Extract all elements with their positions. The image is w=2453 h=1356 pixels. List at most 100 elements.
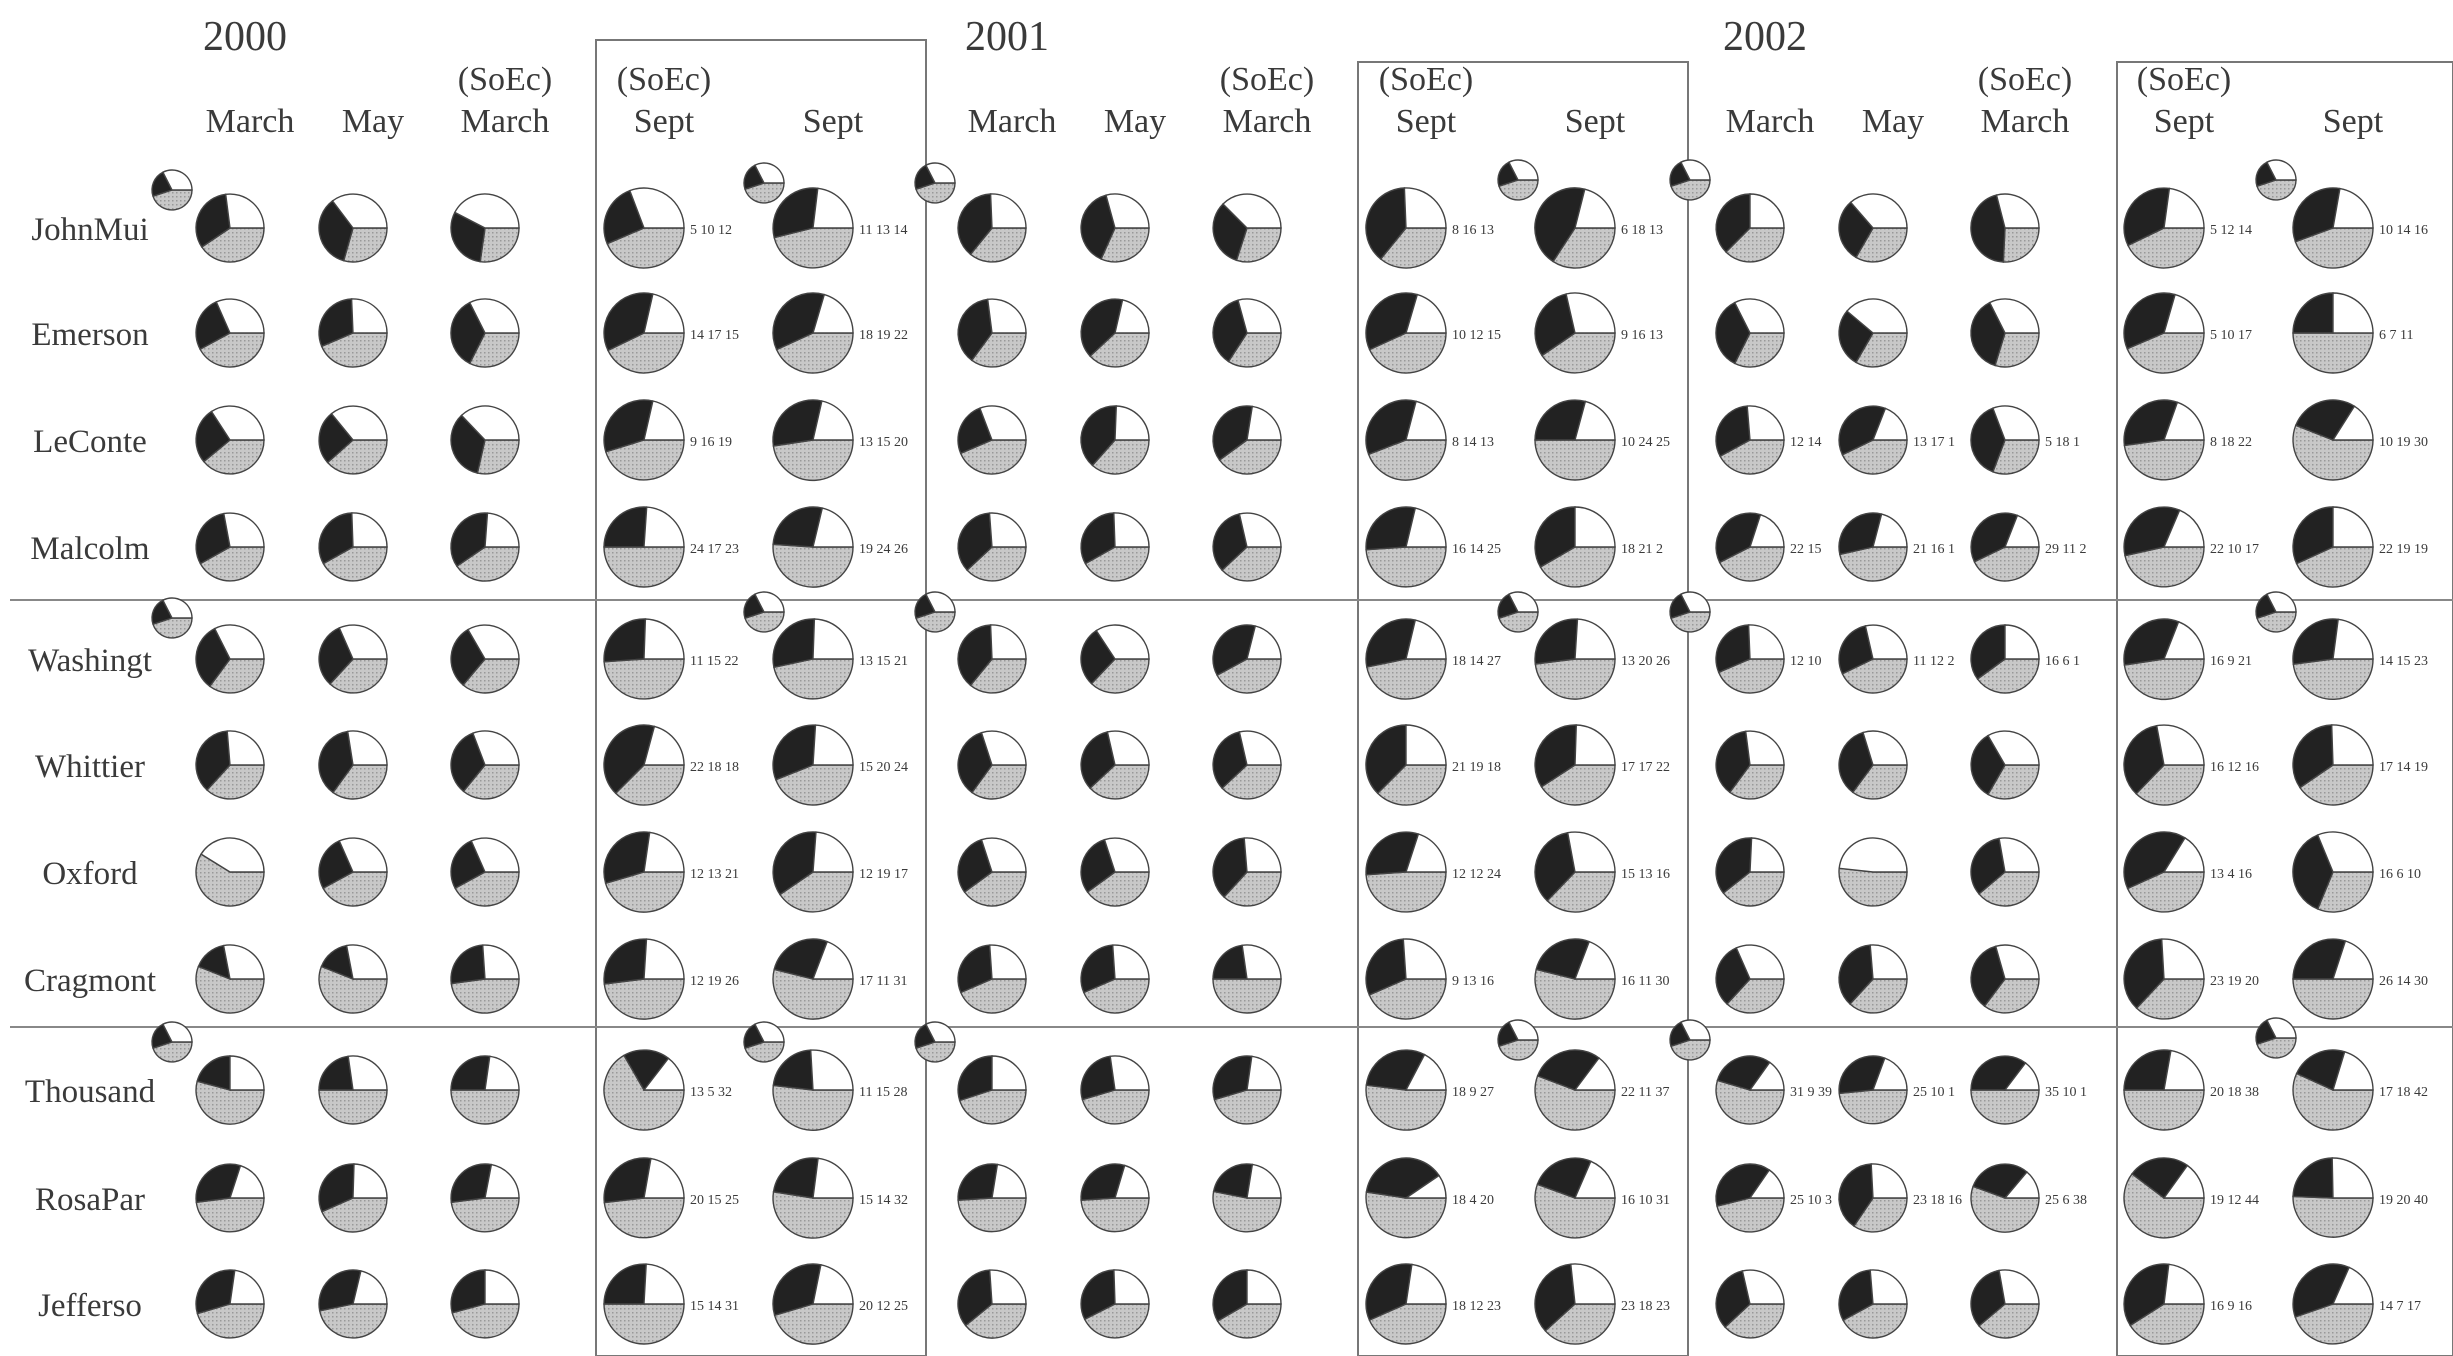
pie-0-0-3-dark bbox=[603, 189, 645, 245]
pie-2-0-4-dark bbox=[772, 399, 823, 447]
pie-8-1-1-white bbox=[1109, 1055, 1150, 1091]
col-label-1-3: Sept bbox=[1396, 103, 1457, 140]
sept-annotation-1-0-0: 14 17 15 bbox=[690, 328, 739, 343]
pie-10-1-1-white bbox=[1113, 1269, 1150, 1305]
row-label-rosapar: RosaPar bbox=[35, 1182, 145, 1218]
pie-3-0-0-white bbox=[222, 512, 265, 548]
pie-7-1-3-white bbox=[1402, 938, 1447, 980]
pie-9-0-4-white bbox=[812, 1157, 854, 1199]
legend-pie-2-white bbox=[924, 162, 956, 184]
pie-5-1-2-dark bbox=[1212, 731, 1248, 790]
sept-annotation-5-1-0: 21 19 18 bbox=[1452, 760, 1501, 775]
pie-1-2-0-white bbox=[1733, 298, 1785, 334]
pie-8-1-4-white bbox=[1573, 1057, 1616, 1091]
legend-pie-7-white bbox=[753, 591, 785, 613]
pie-7-1-4-gray bbox=[1534, 968, 1616, 1020]
sept-annotation-7-2-1: 26 14 30 bbox=[2379, 974, 2428, 989]
pie-3-2-0-dark bbox=[1715, 512, 1762, 564]
row-label-jefferso: Jefferso bbox=[38, 1288, 142, 1324]
pie-7-0-3-white bbox=[643, 938, 685, 980]
pie-7-0-2-dark bbox=[450, 944, 486, 985]
pie-8-1-3-white bbox=[1404, 1053, 1447, 1091]
pie-8-0-1-white bbox=[347, 1055, 388, 1091]
pie-6-0-0-white bbox=[200, 837, 265, 873]
pie-9-1-4-gray bbox=[1534, 1183, 1616, 1239]
pie-1-2-2-dark bbox=[1970, 301, 2006, 367]
pie-8-2-2-gray bbox=[1970, 1089, 2040, 1125]
pie-0-0-2-dark bbox=[450, 211, 486, 263]
pie-6-1-3-white bbox=[1405, 833, 1447, 873]
pie-6-0-4-gray bbox=[779, 871, 854, 913]
sept-annotation-8-2-1: 17 18 42 bbox=[2379, 1085, 2428, 1100]
year-label-2002: 2002 bbox=[1723, 14, 1807, 60]
pie-4-2-1-dark bbox=[1838, 625, 1874, 675]
pie-3-1-2-white bbox=[1238, 512, 1282, 548]
pie-7-1-0-gray bbox=[959, 978, 1027, 1014]
pie-0-1-0-dark bbox=[957, 193, 993, 256]
pie-8-1-1-dark bbox=[1080, 1055, 1116, 1101]
pie-9-2-2-gray bbox=[1970, 1185, 2040, 1233]
pie-10-0-0-gray bbox=[196, 1303, 265, 1339]
col-label-top-0-3: (SoEc) bbox=[617, 61, 711, 98]
pie-2-2-0-white bbox=[1746, 405, 1785, 441]
pie-3-0-4-white bbox=[812, 507, 854, 548]
pie-10-2-2-white bbox=[1998, 1269, 2040, 1305]
pie-6-2-0-dark bbox=[1715, 837, 1753, 894]
pie-1-1-0-gray bbox=[970, 332, 1027, 368]
sept-annotation-10-0-0: 15 14 31 bbox=[690, 1299, 739, 1314]
pie-8-1-3-gray bbox=[1365, 1084, 1447, 1131]
pie-1-2-0-gray bbox=[1733, 332, 1785, 368]
pie-2-1-2-white bbox=[1246, 405, 1282, 441]
col-label-2-4: Sept bbox=[2323, 103, 2384, 140]
col-label-0-3: Sept bbox=[634, 103, 695, 140]
pie-10-0-4-gray bbox=[773, 1303, 854, 1345]
pie-7-0-1-gray bbox=[318, 965, 388, 1014]
pie-9-0-3-dark bbox=[603, 1157, 652, 1204]
pie-1-1-3-gray bbox=[1368, 332, 1447, 374]
pie-0-1-3-white bbox=[1403, 187, 1447, 229]
pie-7-2-4-white bbox=[2332, 940, 2374, 980]
pie-2-2-1-gray bbox=[1841, 439, 1908, 475]
pie-0-1-2-gray bbox=[1235, 227, 1282, 263]
pie-4-2-2-white bbox=[2004, 624, 2040, 660]
pie-9-1-3-gray bbox=[1365, 1191, 1447, 1239]
sept-annotation-9-1-0: 18 4 20 bbox=[1452, 1193, 1494, 1208]
pie-9-1-4-white bbox=[1573, 1160, 1616, 1199]
legend-pie-9-gray bbox=[1498, 611, 1539, 633]
legend-pie-9-white bbox=[1507, 591, 1539, 613]
pie-2-2-3-dark bbox=[2123, 399, 2179, 447]
pie-1-0-3-gray bbox=[607, 332, 685, 374]
pie-4-0-1-dark bbox=[318, 626, 354, 685]
pie-4-1-3-gray bbox=[1365, 658, 1447, 700]
pie-5-0-3-dark bbox=[603, 724, 656, 795]
pie-5-0-2-white bbox=[471, 730, 520, 766]
pie-8-1-3-dark bbox=[1365, 1049, 1426, 1091]
legend-pie-7-gray bbox=[744, 611, 785, 633]
pie-5-1-0-gray bbox=[971, 764, 1027, 800]
pie-4-0-4-gray bbox=[773, 658, 854, 700]
pie-4-0-3-dark bbox=[603, 618, 647, 663]
pie-7-0-3-gray bbox=[603, 978, 685, 1020]
sept-annotation-0-1-0: 8 16 13 bbox=[1452, 223, 1494, 238]
pie-8-1-2-gray bbox=[1213, 1089, 1282, 1125]
pie-0-1-0-white bbox=[989, 193, 1027, 229]
pie-8-0-0-gray bbox=[195, 1080, 265, 1125]
pie-0-1-3-gray bbox=[1379, 227, 1447, 269]
pie-5-0-3-gray bbox=[614, 764, 685, 806]
sept-annotation-10-1-1: 23 18 23 bbox=[1621, 1299, 1670, 1314]
pie-1-0-2-white bbox=[468, 298, 520, 334]
sept-annotation-2-2-1: 10 19 30 bbox=[2379, 435, 2428, 450]
row-label-cragmont: Cragmont bbox=[24, 963, 156, 999]
pie-1-0-1-gray bbox=[320, 332, 388, 368]
pie-1-2-2-gray bbox=[1994, 332, 2040, 368]
pie-4-0-3-gray bbox=[603, 658, 685, 700]
pie-0-1-0-gray bbox=[969, 227, 1027, 263]
pie-9-0-2-white bbox=[484, 1163, 520, 1199]
pie-5-1-1-gray bbox=[1089, 764, 1150, 800]
pie-5-1-3-gray bbox=[1376, 764, 1447, 806]
pie-10-1-2-white bbox=[1246, 1269, 1282, 1305]
pie-1-1-1-gray bbox=[1089, 332, 1150, 368]
pie-3-0-3-dark bbox=[603, 506, 648, 548]
pie-3-2-4-white bbox=[2332, 506, 2374, 548]
pie-10-1-0-gray bbox=[964, 1303, 1027, 1339]
